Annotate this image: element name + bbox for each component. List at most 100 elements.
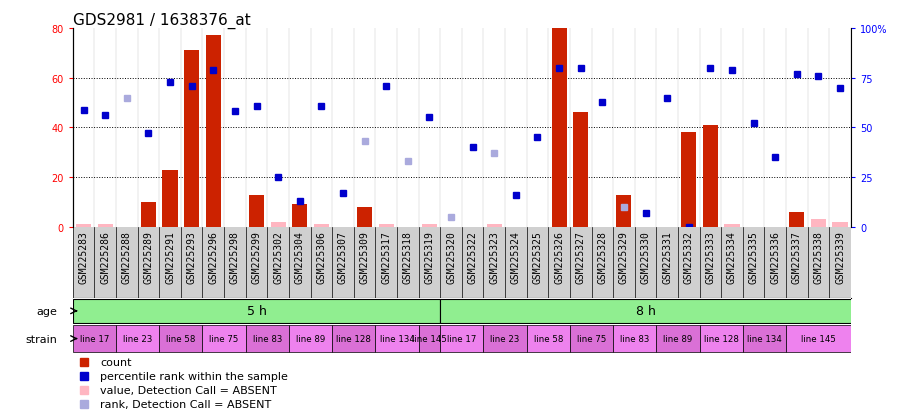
Text: GSM225286: GSM225286 bbox=[100, 231, 110, 284]
Text: line 58: line 58 bbox=[533, 334, 563, 343]
Text: age: age bbox=[36, 306, 57, 316]
Bar bbox=[73, 325, 116, 352]
Bar bbox=[116, 325, 159, 352]
Text: line 128: line 128 bbox=[703, 334, 739, 343]
Text: line 145: line 145 bbox=[412, 334, 447, 343]
Text: GSM225304: GSM225304 bbox=[295, 231, 305, 284]
Bar bbox=[270, 222, 286, 227]
Bar bbox=[332, 325, 376, 352]
Bar bbox=[551, 29, 567, 227]
Text: rank, Detection Call = ABSENT: rank, Detection Call = ABSENT bbox=[100, 399, 271, 409]
Text: strain: strain bbox=[25, 334, 57, 344]
Text: line 23: line 23 bbox=[490, 334, 520, 343]
Text: GSM225325: GSM225325 bbox=[532, 231, 542, 284]
Text: GSM225306: GSM225306 bbox=[317, 231, 327, 284]
Bar bbox=[616, 195, 632, 227]
Text: GSM225318: GSM225318 bbox=[403, 231, 413, 284]
Bar bbox=[159, 325, 202, 352]
Text: GSM225330: GSM225330 bbox=[641, 231, 651, 284]
Bar bbox=[656, 325, 700, 352]
Text: GSM225334: GSM225334 bbox=[727, 231, 737, 284]
Text: percentile rank within the sample: percentile rank within the sample bbox=[100, 371, 288, 381]
Text: GSM225309: GSM225309 bbox=[359, 231, 369, 284]
Text: line 83: line 83 bbox=[253, 334, 282, 343]
Text: GSM225337: GSM225337 bbox=[792, 231, 802, 284]
Bar bbox=[483, 325, 527, 352]
Text: GSM225298: GSM225298 bbox=[230, 231, 240, 284]
Text: GSM225327: GSM225327 bbox=[576, 231, 586, 284]
Text: line 17: line 17 bbox=[447, 334, 477, 343]
Text: line 83: line 83 bbox=[620, 334, 650, 343]
Bar bbox=[379, 225, 394, 227]
Bar bbox=[375, 325, 419, 352]
Text: line 23: line 23 bbox=[123, 334, 152, 343]
Bar bbox=[786, 325, 851, 352]
Text: GSM225293: GSM225293 bbox=[187, 231, 197, 284]
Text: GSM225328: GSM225328 bbox=[597, 231, 607, 284]
Text: line 134: line 134 bbox=[747, 334, 782, 343]
Text: GSM225307: GSM225307 bbox=[338, 231, 348, 284]
Bar bbox=[682, 133, 696, 227]
Bar bbox=[833, 222, 847, 227]
Bar bbox=[249, 195, 264, 227]
Text: GSM225331: GSM225331 bbox=[662, 231, 672, 284]
Bar bbox=[314, 225, 329, 227]
Text: GSM225324: GSM225324 bbox=[511, 231, 521, 284]
Bar bbox=[203, 325, 246, 352]
Text: 5 h: 5 h bbox=[247, 305, 267, 318]
Text: line 145: line 145 bbox=[801, 334, 836, 343]
Bar bbox=[163, 170, 177, 227]
Text: GSM225302: GSM225302 bbox=[273, 231, 283, 284]
Text: line 75: line 75 bbox=[577, 334, 606, 343]
Text: GSM225299: GSM225299 bbox=[251, 231, 261, 284]
Text: GSM225283: GSM225283 bbox=[78, 231, 88, 284]
Text: GSM225296: GSM225296 bbox=[208, 231, 218, 284]
Bar bbox=[97, 225, 113, 227]
Bar bbox=[703, 126, 718, 227]
Text: line 128: line 128 bbox=[337, 334, 371, 343]
Bar bbox=[487, 225, 501, 227]
Bar bbox=[422, 225, 437, 227]
Text: GSM225320: GSM225320 bbox=[446, 231, 456, 284]
Text: GSM225291: GSM225291 bbox=[165, 231, 175, 284]
Bar bbox=[570, 325, 613, 352]
Text: GSM225319: GSM225319 bbox=[424, 231, 434, 284]
Bar bbox=[700, 325, 743, 352]
Bar bbox=[613, 325, 656, 352]
Bar bbox=[440, 325, 483, 352]
Text: GSM225323: GSM225323 bbox=[490, 231, 500, 284]
Text: GSM225332: GSM225332 bbox=[683, 231, 693, 284]
Text: count: count bbox=[100, 357, 132, 367]
Bar bbox=[724, 225, 740, 227]
Bar bbox=[789, 212, 804, 227]
Bar bbox=[289, 325, 332, 352]
Bar bbox=[292, 205, 308, 227]
Text: GSM225335: GSM225335 bbox=[749, 231, 759, 284]
Text: GSM225289: GSM225289 bbox=[144, 231, 154, 284]
Bar bbox=[743, 325, 786, 352]
Bar bbox=[246, 325, 289, 352]
Text: line 89: line 89 bbox=[663, 334, 693, 343]
Text: GSM225336: GSM225336 bbox=[770, 231, 780, 284]
Bar bbox=[357, 207, 372, 227]
Text: GSM225317: GSM225317 bbox=[381, 231, 391, 284]
Text: line 58: line 58 bbox=[167, 334, 196, 343]
Bar bbox=[419, 325, 440, 352]
Text: line 89: line 89 bbox=[296, 334, 325, 343]
Bar bbox=[73, 299, 440, 323]
Text: line 17: line 17 bbox=[80, 334, 109, 343]
Text: GSM225329: GSM225329 bbox=[619, 231, 629, 284]
Text: line 75: line 75 bbox=[209, 334, 238, 343]
Bar bbox=[184, 51, 199, 227]
Bar bbox=[527, 325, 570, 352]
Bar bbox=[573, 113, 588, 227]
Bar bbox=[76, 225, 91, 227]
Text: GSM225288: GSM225288 bbox=[122, 231, 132, 284]
Text: line 134: line 134 bbox=[379, 334, 414, 343]
Text: GSM225338: GSM225338 bbox=[814, 231, 824, 284]
Bar bbox=[440, 299, 862, 323]
Bar bbox=[141, 202, 156, 227]
Text: GSM225322: GSM225322 bbox=[468, 231, 478, 284]
Text: GSM225326: GSM225326 bbox=[554, 231, 564, 284]
Text: 8 h: 8 h bbox=[635, 305, 655, 318]
